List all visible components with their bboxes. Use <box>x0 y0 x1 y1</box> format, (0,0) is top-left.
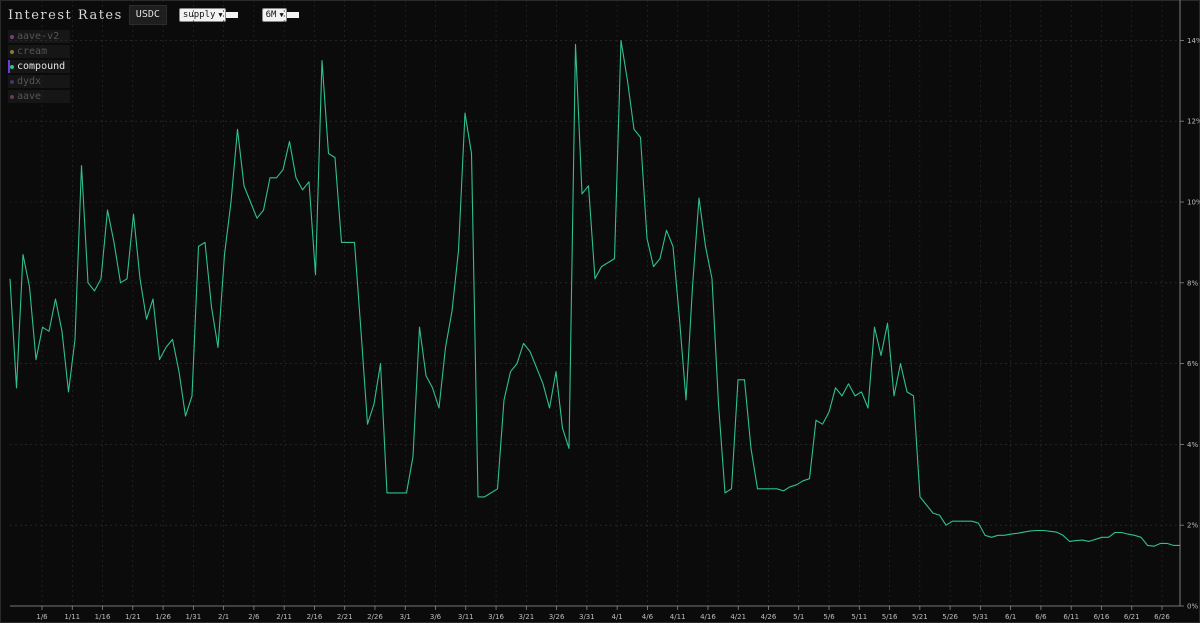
legend-item-label: aave <box>17 91 42 102</box>
chevron-down-icon: ▼ <box>218 11 223 19</box>
x-tick-label: 4/1 <box>612 613 623 621</box>
y-tick-label: 6% <box>1187 360 1198 368</box>
x-tick-label: 4/21 <box>730 613 746 621</box>
header: Interest Rates USDC supply ▼ 6M ▼ <box>8 5 299 25</box>
legend: aave-v2 cream compound dydx aave <box>8 30 70 105</box>
x-tick-label: 3/11 <box>458 613 474 621</box>
x-tick-label: 1/26 <box>155 613 171 621</box>
side-select-value: supply <box>182 10 216 20</box>
x-tick-label: 2/26 <box>367 613 383 621</box>
x-tick-label: 6/16 <box>1094 613 1110 621</box>
x-tick-label: 3/31 <box>579 613 595 621</box>
legend-item-dydx[interactable]: dydx <box>8 75 70 88</box>
x-tick-label: 2/11 <box>276 613 292 621</box>
x-tick-label: 1/31 <box>185 613 201 621</box>
asset-selector[interactable]: USDC <box>128 5 167 25</box>
x-tick-label: 5/16 <box>882 613 898 621</box>
legend-item-compound[interactable]: compound <box>8 60 70 73</box>
legend-dot-icon <box>10 34 14 39</box>
legend-dot-icon <box>10 49 14 54</box>
x-tick-label: 1/16 <box>95 613 111 621</box>
x-tick-label: 3/26 <box>549 613 565 621</box>
x-tick-label: 6/1 <box>1005 613 1016 621</box>
x-tick-label: 4/16 <box>700 613 716 621</box>
x-tick-label: 5/21 <box>912 613 928 621</box>
x-tick-label: 1/21 <box>125 613 141 621</box>
x-tick-label: 5/26 <box>942 613 958 621</box>
range-select-value: 6M <box>265 10 277 20</box>
x-tick-label: 6/11 <box>1063 613 1079 621</box>
x-tick-label: 1/6 <box>36 613 48 621</box>
x-tick-label: 2/6 <box>248 613 260 621</box>
x-tick-label: 6/21 <box>1124 613 1140 621</box>
legend-dot-icon <box>10 79 14 84</box>
y-tick-label: 14% <box>1187 37 1200 45</box>
y-tick-label: 0% <box>1187 603 1198 611</box>
x-tick-label: 4/11 <box>670 613 686 621</box>
x-tick-label: 5/31 <box>973 613 989 621</box>
legend-dot-icon <box>10 94 14 99</box>
legend-item-label: cream <box>17 46 48 57</box>
legend-item-cream[interactable]: cream <box>8 45 70 58</box>
x-tick-label: 6/6 <box>1035 613 1047 621</box>
legend-item-label: compound <box>17 61 66 72</box>
x-tick-label: 2/1 <box>218 613 229 621</box>
x-tick-label: 2/21 <box>337 613 353 621</box>
series-line-compound <box>9 39 1180 547</box>
x-tick-label: 5/6 <box>823 613 835 621</box>
y-tick-label: 8% <box>1187 279 1198 287</box>
legend-item-label: aave-v2 <box>17 31 60 42</box>
y-tick-label: 12% <box>1187 118 1200 126</box>
x-tick-label: 5/11 <box>851 613 867 621</box>
legend-item-aave[interactable]: aave <box>8 90 70 103</box>
x-tick-label: 4/26 <box>761 613 777 621</box>
x-tick-label: 2/16 <box>307 613 323 621</box>
x-tick-label: 3/1 <box>400 613 411 621</box>
x-tick-label: 4/6 <box>642 613 654 621</box>
side-select[interactable]: supply ▼ <box>178 8 238 22</box>
y-tick-label: 2% <box>1187 522 1198 530</box>
chevron-down-icon: ▼ <box>279 11 284 19</box>
legend-item-label: dydx <box>17 76 42 87</box>
legend-item-aave-v2[interactable]: aave-v2 <box>8 30 70 43</box>
legend-dot-icon <box>10 64 14 69</box>
x-tick-label: 3/16 <box>488 613 504 621</box>
y-tick-label: 10% <box>1187 199 1200 207</box>
y-tick-label: 4% <box>1187 441 1198 449</box>
page-title: Interest Rates <box>8 7 123 23</box>
x-tick-label: 6/26 <box>1154 613 1170 621</box>
x-tick-label: 5/1 <box>793 613 804 621</box>
x-tick-label: 1/11 <box>64 613 80 621</box>
x-tick-label: 3/6 <box>430 613 442 621</box>
range-select[interactable]: 6M ▼ <box>261 8 299 22</box>
x-tick-label: 3/21 <box>518 613 534 621</box>
